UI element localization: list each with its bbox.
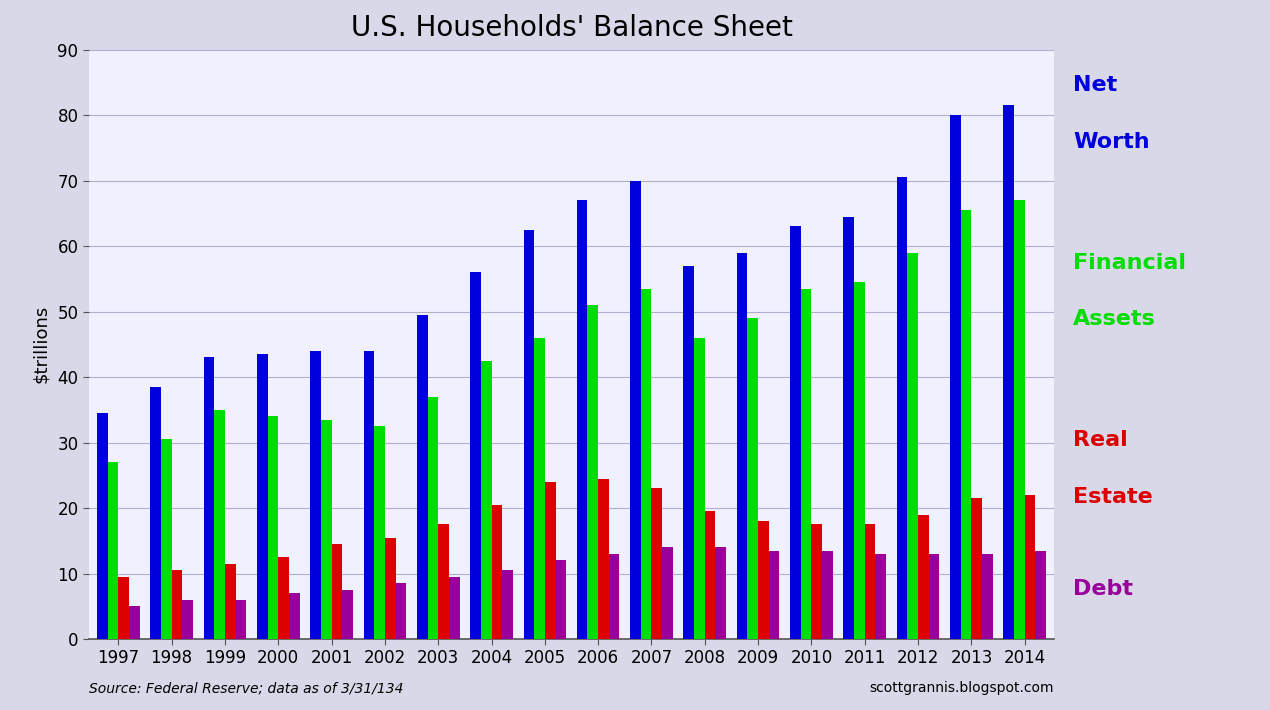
- Bar: [768, 551, 780, 639]
- Bar: [715, 547, 726, 639]
- Bar: [662, 547, 673, 639]
- Bar: [428, 397, 438, 639]
- Text: Source: Federal Reserve; data as of 3/31/134: Source: Federal Reserve; data as of 3/31…: [89, 682, 404, 695]
- Bar: [448, 577, 460, 639]
- Bar: [331, 544, 342, 639]
- Bar: [310, 351, 321, 639]
- Bar: [695, 338, 705, 639]
- Bar: [128, 606, 140, 639]
- Bar: [278, 557, 288, 639]
- Bar: [438, 525, 448, 639]
- Bar: [737, 253, 748, 639]
- Bar: [928, 554, 940, 639]
- Bar: [417, 315, 428, 639]
- Bar: [375, 426, 385, 639]
- Bar: [972, 498, 982, 639]
- Bar: [268, 416, 278, 639]
- Text: Real: Real: [1073, 430, 1128, 450]
- Bar: [577, 200, 588, 639]
- Bar: [523, 230, 535, 639]
- Bar: [588, 305, 598, 639]
- Bar: [982, 554, 993, 639]
- Bar: [875, 554, 886, 639]
- Bar: [1015, 200, 1025, 639]
- Bar: [342, 590, 353, 639]
- Text: Net: Net: [1073, 75, 1118, 95]
- Bar: [608, 554, 620, 639]
- Bar: [652, 488, 662, 639]
- Bar: [641, 289, 652, 639]
- Text: Assets: Assets: [1073, 310, 1156, 329]
- Bar: [758, 521, 768, 639]
- Bar: [108, 462, 118, 639]
- Bar: [321, 420, 331, 639]
- Text: Worth: Worth: [1073, 132, 1149, 152]
- Bar: [961, 210, 972, 639]
- Bar: [385, 537, 395, 639]
- Bar: [545, 482, 555, 639]
- Bar: [705, 511, 715, 639]
- Text: scottgrannis.blogspot.com: scottgrannis.blogspot.com: [870, 682, 1054, 695]
- Text: Debt: Debt: [1073, 579, 1133, 599]
- Bar: [225, 564, 235, 639]
- Bar: [215, 410, 225, 639]
- Bar: [363, 351, 375, 639]
- Bar: [555, 560, 566, 639]
- Bar: [161, 439, 171, 639]
- Bar: [171, 570, 182, 639]
- Bar: [822, 551, 833, 639]
- Bar: [630, 180, 641, 639]
- Bar: [897, 178, 908, 639]
- Bar: [491, 505, 502, 639]
- Bar: [801, 289, 812, 639]
- Bar: [1025, 495, 1035, 639]
- Bar: [865, 525, 875, 639]
- Bar: [97, 413, 108, 639]
- Bar: [535, 338, 545, 639]
- Bar: [257, 354, 268, 639]
- Bar: [470, 273, 481, 639]
- Text: Estate: Estate: [1073, 487, 1153, 507]
- Bar: [182, 600, 193, 639]
- Bar: [855, 282, 865, 639]
- Bar: [790, 226, 801, 639]
- Bar: [950, 115, 961, 639]
- Text: Financial: Financial: [1073, 253, 1186, 273]
- Title: U.S. Households' Balance Sheet: U.S. Households' Balance Sheet: [351, 13, 792, 42]
- Bar: [843, 217, 855, 639]
- Bar: [203, 357, 215, 639]
- Bar: [598, 479, 608, 639]
- Bar: [683, 266, 695, 639]
- Y-axis label: $trillions: $trillions: [33, 305, 51, 383]
- Bar: [918, 515, 928, 639]
- Bar: [908, 253, 918, 639]
- Bar: [395, 584, 406, 639]
- Bar: [150, 387, 161, 639]
- Bar: [1035, 551, 1046, 639]
- Bar: [288, 593, 300, 639]
- Bar: [481, 361, 491, 639]
- Bar: [812, 525, 822, 639]
- Bar: [748, 318, 758, 639]
- Bar: [1003, 105, 1015, 639]
- Bar: [235, 600, 246, 639]
- Bar: [118, 577, 128, 639]
- Bar: [502, 570, 513, 639]
